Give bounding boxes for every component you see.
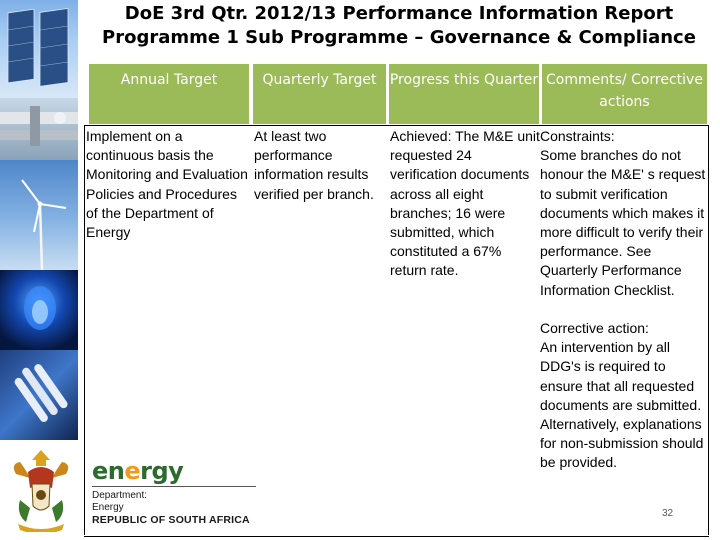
title-line-1: DoE 3rd Qtr. 2012/13 Performance Informa…	[124, 3, 674, 24]
slide-title: DoE 3rd Qtr. 2012/13 Performance Informa…	[78, 0, 720, 62]
corrective-text: An intervention by all DDG's is required…	[540, 339, 704, 471]
header-annual-target: Annual Target	[89, 64, 249, 124]
header-quarterly-target: Quarterly Target	[253, 64, 386, 124]
cell-comments: Constraints: Some branches do not honour…	[540, 127, 706, 473]
wordmark-suffix: rgy	[140, 457, 184, 485]
constraints-label: Constraints:	[540, 128, 615, 144]
corrective-label: Corrective action:	[540, 320, 649, 337]
cell-progress: Achieved: The M&E unit requested 24 veri…	[390, 128, 540, 279]
wordmark-prefix: en	[92, 457, 125, 485]
logo-divider	[92, 486, 256, 487]
table-right-border	[708, 125, 709, 535]
table-left-border	[84, 125, 85, 535]
decorative-image-strip	[0, 0, 78, 440]
department-logo: energy Department: Energy REPUBLIC OF SO…	[92, 458, 256, 527]
header-comments: Comments/ Corrective actions	[542, 64, 707, 124]
performance-table: Implement on a continuous basis the Moni…	[84, 125, 709, 537]
solar-panel-image	[0, 0, 78, 98]
department-label: Department:	[92, 490, 148, 501]
energy-wordmark: energy	[92, 458, 256, 484]
country-name: REPUBLIC OF SOUTH AFRICA	[92, 514, 250, 526]
department-name: Energy	[92, 502, 124, 513]
wind-turbine-image	[0, 160, 78, 271]
title-line-2: Programme 1 Sub Programme – Governance &…	[102, 27, 696, 48]
gas-flame-image	[0, 270, 78, 350]
coat-of-arms-logo	[6, 444, 76, 534]
cell-annual-target: Implement on a continuous basis the Moni…	[86, 128, 248, 241]
table-top-rule	[84, 125, 709, 126]
cell-quarterly-target: At least two performance information res…	[254, 128, 374, 202]
energy-saving-bulb-image	[0, 350, 78, 440]
page-number: 32	[662, 508, 674, 519]
constraints-text: Some branches do not honour the M&E' s r…	[540, 147, 706, 298]
wordmark-e: e	[124, 457, 141, 485]
paragraph-gap	[540, 300, 706, 319]
pipeline-image	[0, 98, 78, 160]
header-progress: Progress this Quarter	[389, 64, 539, 124]
